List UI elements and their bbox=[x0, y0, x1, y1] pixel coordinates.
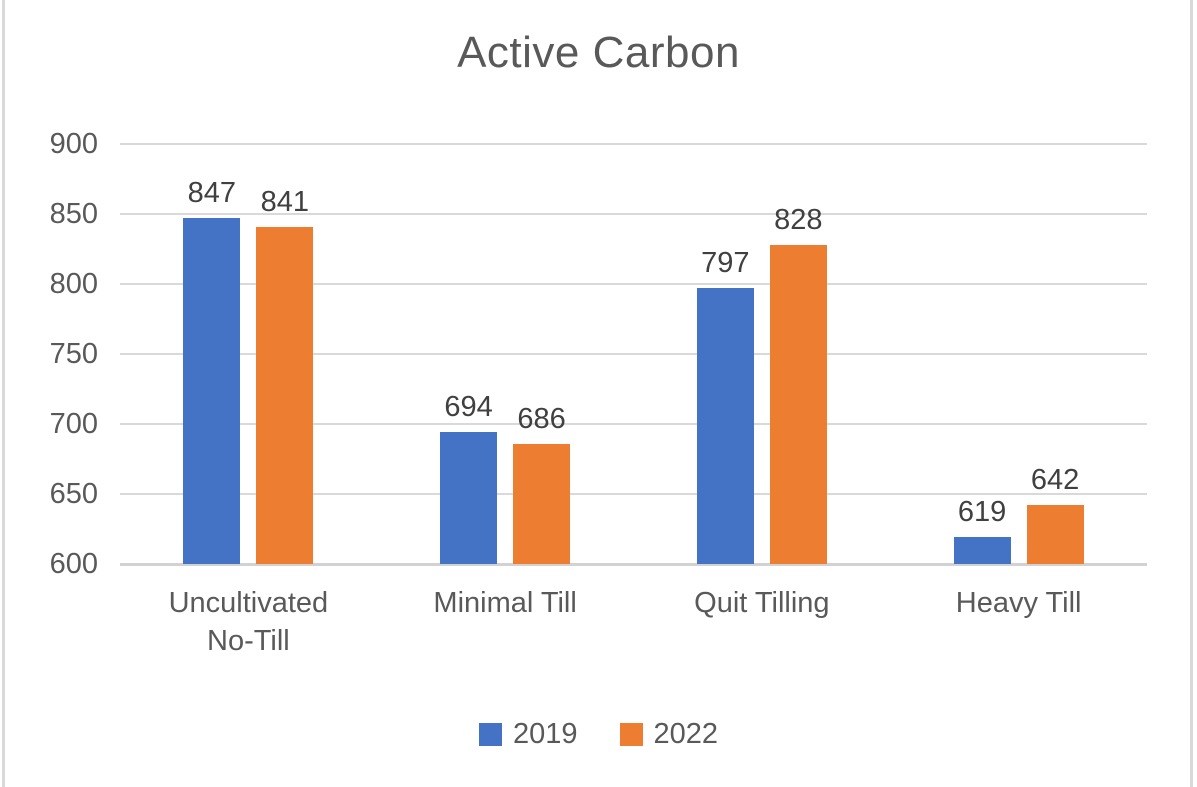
bar-2022-category-1 bbox=[256, 226, 314, 564]
left-frame-border bbox=[2, 0, 5, 787]
x-axis-line bbox=[120, 563, 1147, 566]
gridline bbox=[120, 423, 1147, 425]
y-tick-label: 650 bbox=[49, 478, 98, 510]
bar-2019-category-3 bbox=[696, 288, 754, 564]
gridline bbox=[120, 493, 1147, 495]
y-tick-label: 750 bbox=[49, 338, 98, 370]
data-label-2022-category-2: 686 bbox=[517, 402, 566, 435]
legend-swatch-icon bbox=[619, 723, 643, 746]
chart-title: Active Carbon bbox=[457, 28, 740, 77]
bar-2019-category-4 bbox=[953, 537, 1011, 564]
y-tick-label: 900 bbox=[49, 128, 98, 160]
bar-2019-category-2 bbox=[440, 432, 498, 564]
legend-item-2022: 2022 bbox=[619, 718, 719, 751]
data-label-2019-category-3: 797 bbox=[701, 247, 750, 280]
data-label-2019-category-2: 694 bbox=[444, 391, 493, 424]
data-label-2019-category-1: 847 bbox=[187, 177, 237, 210]
bar-2019-category-1 bbox=[183, 218, 241, 564]
y-tick-label: 600 bbox=[49, 548, 98, 580]
category-label: Quit Tilling bbox=[694, 587, 830, 619]
gridline bbox=[120, 213, 1147, 215]
legend-item-2019: 2019 bbox=[478, 718, 578, 751]
data-label-2019-category-4: 619 bbox=[957, 496, 1007, 529]
data-label-2022-category-3: 828 bbox=[774, 203, 823, 236]
bar-2022-category-2 bbox=[513, 443, 571, 564]
gridline bbox=[120, 283, 1147, 285]
category-label: Minimal Till bbox=[433, 587, 577, 619]
data-label-2022-category-1: 841 bbox=[260, 185, 310, 218]
right-frame-border bbox=[1190, 0, 1193, 787]
data-label-2022-category-4: 642 bbox=[1030, 464, 1080, 497]
category-label: Heavy Till bbox=[955, 587, 1082, 619]
category-label: Uncultivated No-Till bbox=[168, 587, 329, 657]
legend: 2019 2022 bbox=[0, 718, 1197, 751]
y-tick-label: 850 bbox=[49, 198, 98, 230]
gridline bbox=[120, 353, 1147, 355]
bar-2022-category-4 bbox=[1026, 505, 1084, 564]
gridline bbox=[120, 143, 1147, 145]
legend-label: 2022 bbox=[653, 718, 719, 750]
y-tick-label: 700 bbox=[49, 408, 98, 440]
legend-label: 2019 bbox=[512, 718, 578, 750]
bar-2022-category-3 bbox=[769, 244, 827, 564]
y-tick-label: 800 bbox=[49, 268, 98, 300]
plot-area: 847 841 694 686 797 828 619 642 bbox=[120, 143, 1147, 566]
legend-swatch-icon bbox=[478, 723, 502, 746]
